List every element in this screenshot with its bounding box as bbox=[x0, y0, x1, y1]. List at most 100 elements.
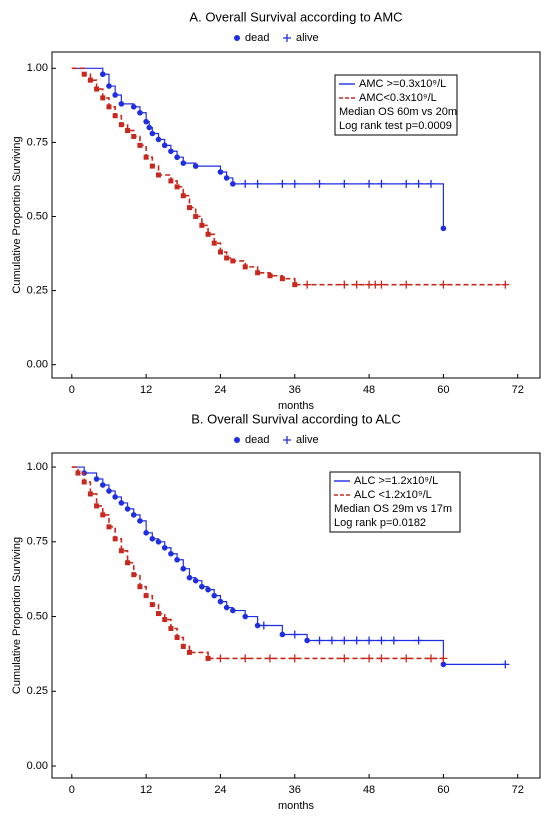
event-marker bbox=[217, 249, 223, 255]
event-marker bbox=[106, 488, 112, 494]
x-tick-label: 48 bbox=[363, 384, 375, 396]
event-marker bbox=[100, 512, 106, 518]
event-marker bbox=[180, 160, 187, 166]
censored-marker bbox=[402, 179, 411, 188]
censored-marker bbox=[241, 654, 250, 663]
event-marker bbox=[112, 536, 118, 542]
event-marker bbox=[224, 255, 230, 261]
event-marker bbox=[149, 130, 156, 137]
event-marker bbox=[186, 205, 192, 211]
legend-alive-marker bbox=[283, 436, 291, 444]
x-tick-label: 72 bbox=[512, 784, 524, 796]
event-marker bbox=[186, 649, 192, 655]
event-marker bbox=[155, 136, 162, 143]
censored-marker bbox=[414, 179, 423, 188]
censored-marker bbox=[402, 280, 411, 289]
event-marker bbox=[118, 122, 124, 128]
event-marker bbox=[180, 565, 187, 572]
legend-dead-marker bbox=[234, 35, 240, 41]
censored-marker bbox=[265, 654, 274, 663]
event-marker bbox=[99, 482, 106, 488]
censored-marker bbox=[253, 179, 262, 188]
censored-marker bbox=[278, 179, 287, 188]
event-marker bbox=[230, 607, 236, 614]
event-marker bbox=[180, 643, 186, 649]
x-tick-label: 24 bbox=[214, 384, 226, 396]
event-marker bbox=[143, 530, 149, 536]
event-marker bbox=[118, 101, 125, 107]
event-marker bbox=[130, 512, 137, 518]
event-marker bbox=[230, 181, 236, 187]
event-marker bbox=[94, 503, 100, 509]
event-marker bbox=[75, 470, 81, 476]
x-tick-label: 60 bbox=[437, 384, 449, 396]
event-marker bbox=[217, 598, 224, 605]
x-axis-label: months bbox=[278, 800, 315, 812]
event-marker bbox=[156, 172, 162, 178]
y-tick-label: 0.00 bbox=[27, 760, 48, 772]
event-marker bbox=[205, 231, 211, 237]
x-tick-label: 0 bbox=[69, 384, 75, 396]
legend-box bbox=[334, 74, 458, 136]
event-marker bbox=[93, 476, 100, 482]
y-tick-label: 0.00 bbox=[27, 359, 48, 371]
event-marker bbox=[137, 109, 143, 116]
censored-marker bbox=[216, 654, 225, 663]
event-marker bbox=[100, 95, 106, 101]
event-marker bbox=[255, 270, 261, 276]
censored-marker bbox=[365, 636, 374, 645]
censored-marker bbox=[427, 179, 436, 188]
event-marker bbox=[174, 556, 180, 563]
legend-note: Median OS 29m vs 17m bbox=[334, 503, 452, 515]
event-marker bbox=[149, 163, 155, 169]
event-marker bbox=[223, 604, 230, 611]
event-marker bbox=[180, 193, 186, 199]
event-marker bbox=[81, 479, 87, 485]
event-marker bbox=[99, 71, 106, 78]
event-marker bbox=[192, 163, 199, 169]
censored-marker bbox=[377, 280, 386, 289]
censored-marker bbox=[377, 654, 386, 663]
event-marker bbox=[137, 584, 143, 590]
censored-marker bbox=[377, 179, 386, 188]
censored-marker bbox=[439, 280, 448, 289]
event-marker bbox=[211, 240, 217, 246]
event-marker bbox=[106, 104, 112, 110]
event-marker bbox=[149, 602, 155, 608]
event-marker bbox=[125, 128, 131, 134]
censored-marker bbox=[290, 179, 299, 188]
y-tick-label: 0.75 bbox=[27, 136, 48, 148]
event-marker bbox=[242, 613, 249, 620]
legend-note: Median OS 60m vs 20m bbox=[339, 106, 457, 118]
y-tick-label: 0.50 bbox=[27, 610, 48, 622]
legend-label: alive bbox=[296, 434, 319, 446]
legend-label: ALC <1.2x10⁹/L bbox=[354, 489, 432, 501]
censored-marker bbox=[340, 179, 349, 188]
event-marker bbox=[112, 113, 118, 119]
event-marker bbox=[174, 184, 180, 190]
censored-marker bbox=[501, 660, 510, 669]
legend-label: dead bbox=[245, 434, 269, 446]
event-marker bbox=[87, 491, 93, 497]
legend-note: Log rank test p=0.0009 bbox=[339, 120, 452, 132]
censored-marker bbox=[315, 179, 324, 188]
event-marker bbox=[81, 71, 87, 77]
event-marker bbox=[155, 538, 162, 545]
event-marker bbox=[156, 611, 162, 617]
event-marker bbox=[94, 86, 100, 92]
event-marker bbox=[168, 148, 174, 155]
legend-label: ALC >=1.2x10⁹/L bbox=[354, 475, 438, 487]
legend-label: AMC >=0.3x10⁹/L bbox=[359, 78, 446, 90]
event-marker bbox=[199, 583, 205, 590]
event-marker bbox=[143, 118, 149, 125]
event-marker bbox=[137, 518, 143, 524]
event-marker bbox=[137, 142, 143, 148]
event-marker bbox=[304, 637, 310, 644]
x-tick-label: 12 bbox=[140, 784, 152, 796]
event-marker bbox=[131, 572, 137, 578]
censored-marker bbox=[365, 654, 374, 663]
censored-marker bbox=[352, 636, 361, 645]
chart-title: B. Overall Survival according to ALC bbox=[191, 411, 401, 426]
event-marker bbox=[440, 661, 447, 668]
